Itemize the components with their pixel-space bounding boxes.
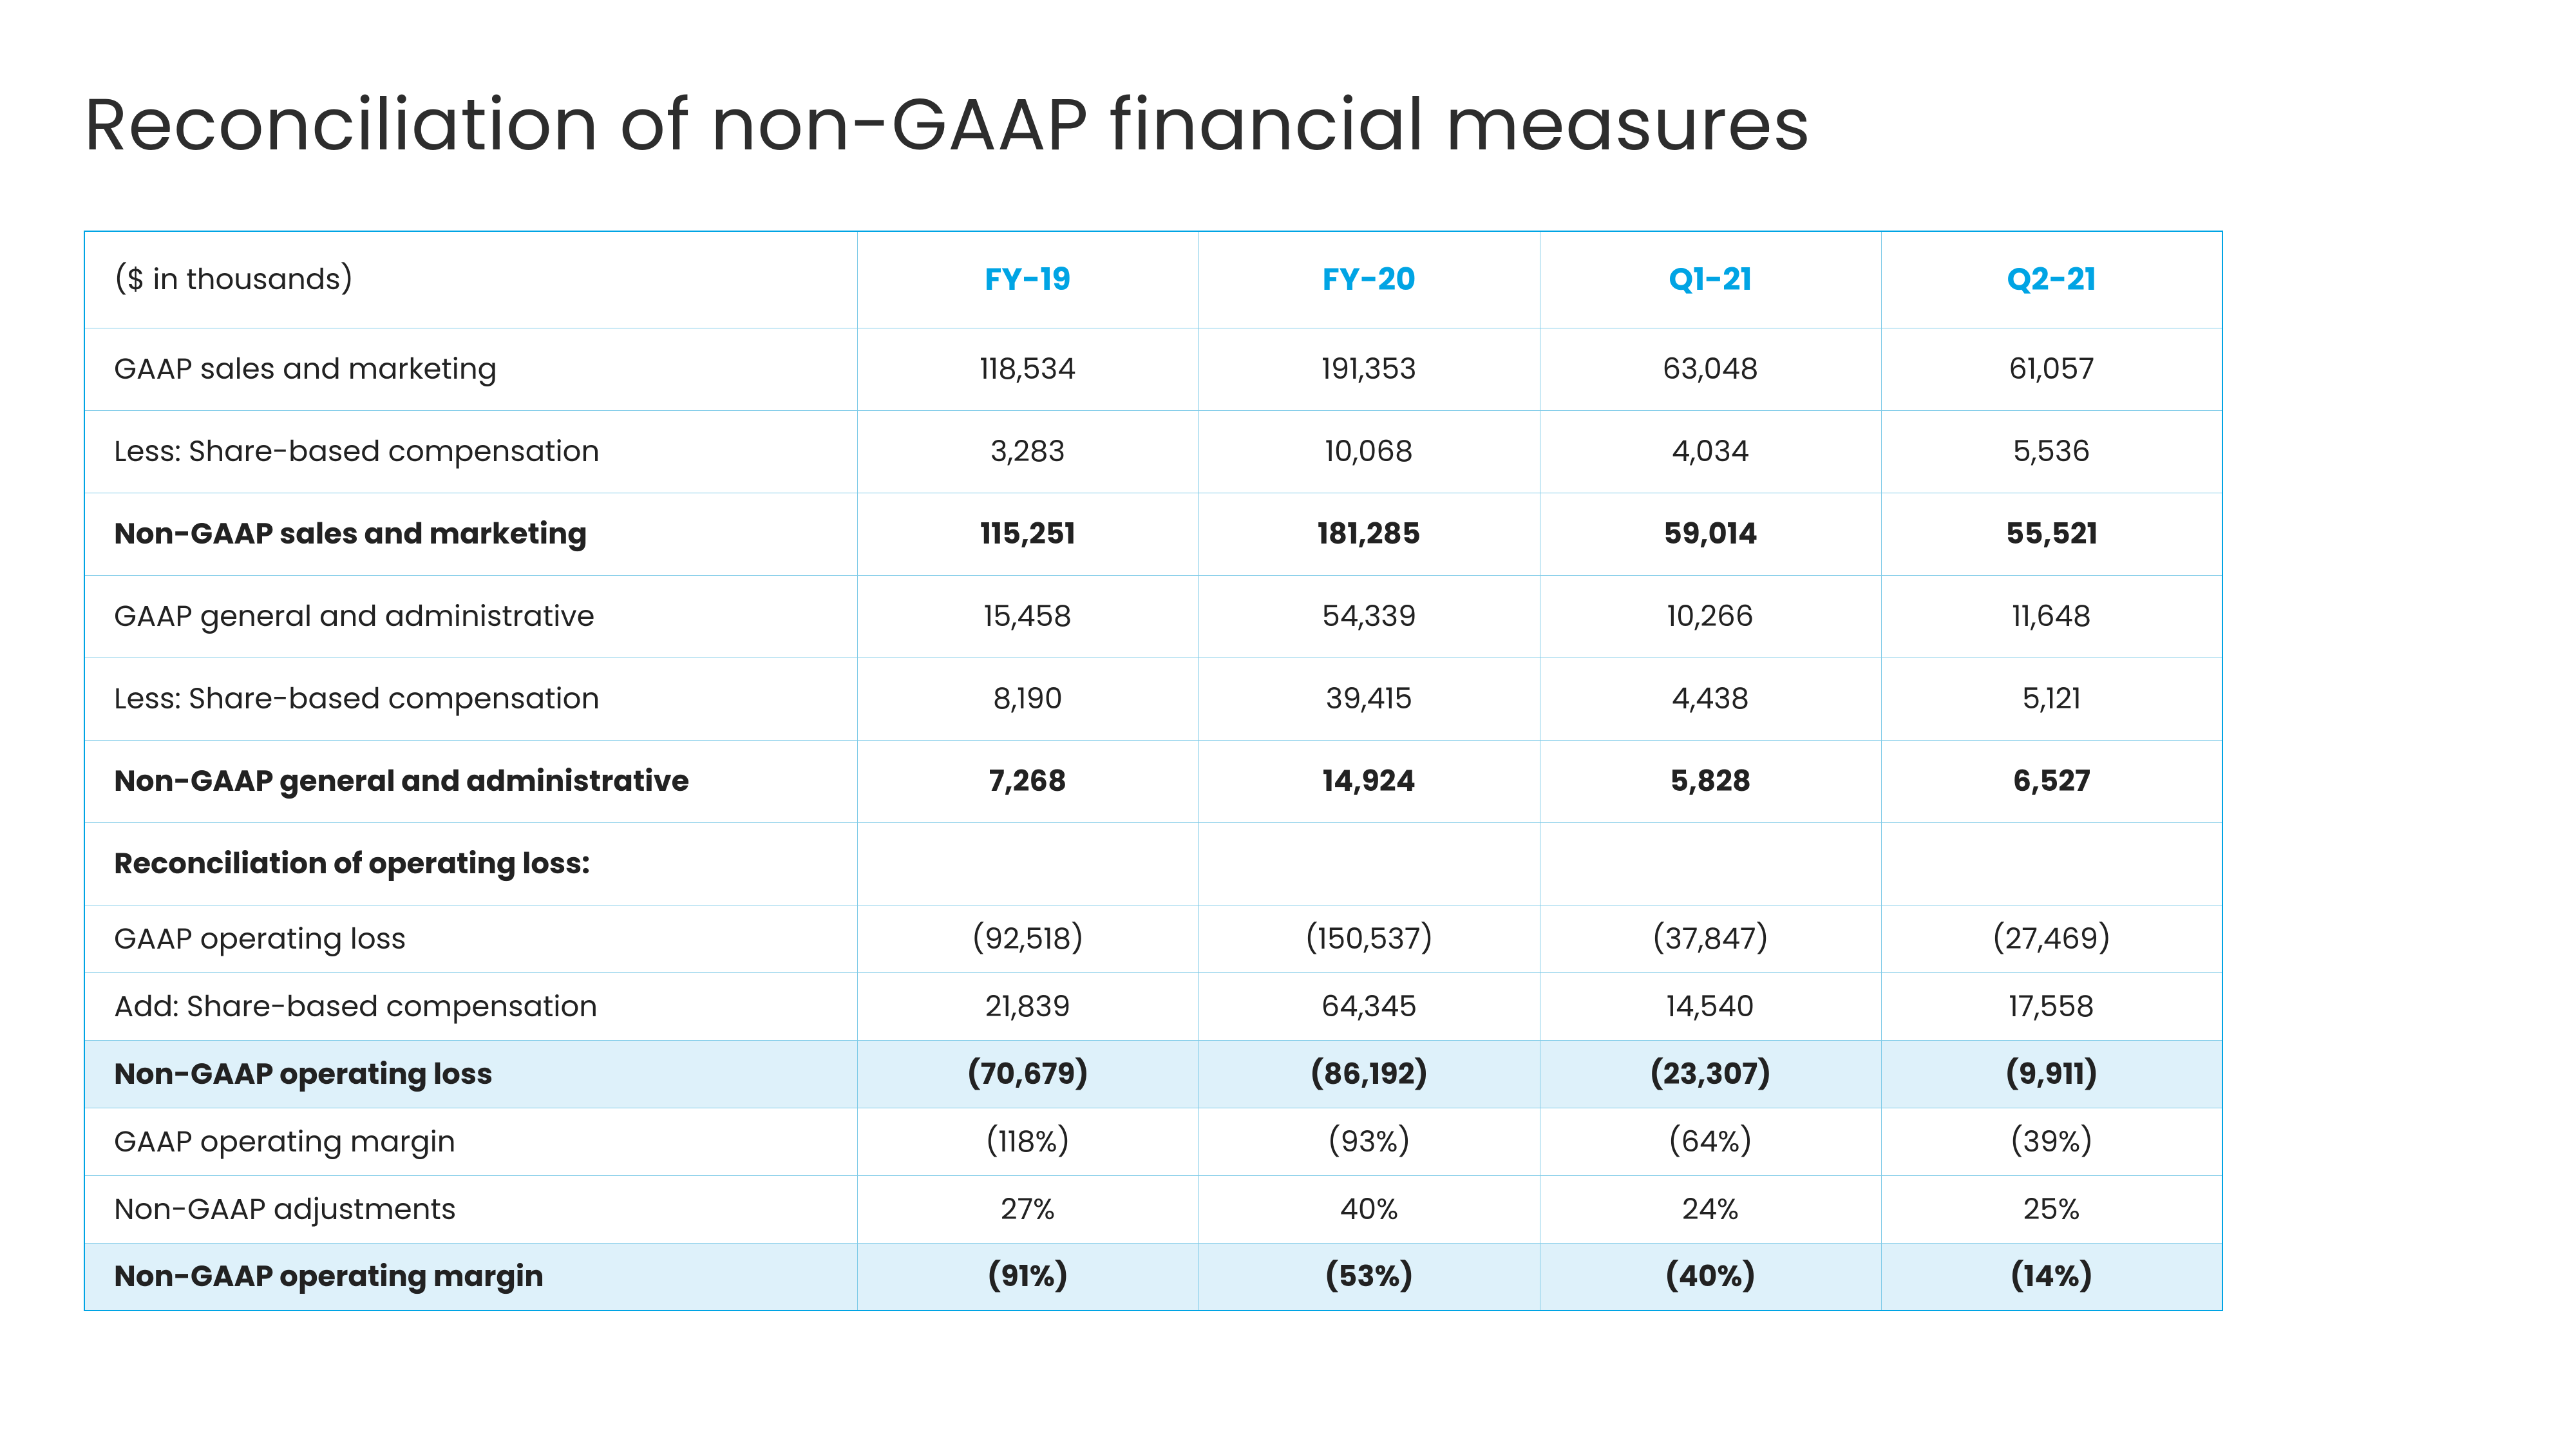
row-value: (93%) [1198,1108,1540,1175]
row-value: 115,251 [857,493,1198,575]
row-label: Non-GAAP adjustments [84,1175,857,1243]
col-header-q121: Q1-21 [1540,231,1881,328]
col-header-fy19: FY-19 [857,231,1198,328]
slide: Reconciliation of non-GAAP financial mea… [0,0,2576,1449]
row-label: Non-GAAP general and administrative [84,740,857,822]
row-value: 63,048 [1540,328,1881,410]
row-label: Add: Share-based compensation [84,972,857,1040]
row-value: 54,339 [1198,575,1540,658]
row-value: 15,458 [857,575,1198,658]
table-row: Less: Share-based compensation8,19039,41… [84,658,2222,740]
row-value: (37,847) [1540,905,1881,972]
row-value [1198,822,1540,905]
unit-label: ($ in thousands) [84,231,857,328]
row-value: (40%) [1540,1243,1881,1311]
reconciliation-table: ($ in thousands) FY-19 FY-20 Q1-21 Q2-21… [84,231,2223,1311]
table-row: Add: Share-based compensation21,83964,34… [84,972,2222,1040]
row-value: (23,307) [1540,1040,1881,1108]
row-value [857,822,1198,905]
row-value: 14,540 [1540,972,1881,1040]
row-value: 10,266 [1540,575,1881,658]
row-label: Less: Share-based compensation [84,658,857,740]
row-value [1881,822,2222,905]
row-value: 4,034 [1540,410,1881,493]
row-value: 21,839 [857,972,1198,1040]
table-header-row: ($ in thousands) FY-19 FY-20 Q1-21 Q2-21 [84,231,2222,328]
row-value: 40% [1198,1175,1540,1243]
row-value [1540,822,1881,905]
row-value: (9,911) [1881,1040,2222,1108]
row-value: (64%) [1540,1108,1881,1175]
row-value: (14%) [1881,1243,2222,1311]
row-value: 24% [1540,1175,1881,1243]
row-value: (27,469) [1881,905,2222,972]
row-value: 64,345 [1198,972,1540,1040]
row-label: Non-GAAP operating loss [84,1040,857,1108]
row-label: GAAP operating loss [84,905,857,972]
row-value: (86,192) [1198,1040,1540,1108]
row-value: 5,121 [1881,658,2222,740]
table-row: GAAP general and administrative15,45854,… [84,575,2222,658]
row-value: 5,536 [1881,410,2222,493]
row-value: 181,285 [1198,493,1540,575]
row-label: GAAP general and administrative [84,575,857,658]
row-value: 14,924 [1198,740,1540,822]
row-value: 61,057 [1881,328,2222,410]
row-value: 59,014 [1540,493,1881,575]
row-value: 191,353 [1198,328,1540,410]
table-row: Non-GAAP operating margin(91%)(53%)(40%)… [84,1243,2222,1311]
row-value: 4,438 [1540,658,1881,740]
table-row: GAAP operating margin(118%)(93%)(64%)(39… [84,1108,2222,1175]
row-value: (53%) [1198,1243,1540,1311]
row-value: 39,415 [1198,658,1540,740]
row-label: GAAP sales and marketing [84,328,857,410]
row-value: (91%) [857,1243,1198,1311]
row-value: 118,534 [857,328,1198,410]
row-value: 3,283 [857,410,1198,493]
row-label: Non-GAAP sales and marketing [84,493,857,575]
table-row: Non-GAAP adjustments27%40%24%25% [84,1175,2222,1243]
row-value: 6,527 [1881,740,2222,822]
col-header-q221: Q2-21 [1881,231,2222,328]
row-value: 5,828 [1540,740,1881,822]
row-label: GAAP operating margin [84,1108,857,1175]
row-value: 7,268 [857,740,1198,822]
table-row: Less: Share-based compensation3,28310,06… [84,410,2222,493]
col-header-fy20: FY-20 [1198,231,1540,328]
table-row: Non-GAAP operating loss(70,679)(86,192)(… [84,1040,2222,1108]
row-value: (39%) [1881,1108,2222,1175]
row-value: 55,521 [1881,493,2222,575]
row-value: 8,190 [857,658,1198,740]
table-row: Non-GAAP general and administrative7,268… [84,740,2222,822]
row-value: (92,518) [857,905,1198,972]
table-row: Non-GAAP sales and marketing115,251181,2… [84,493,2222,575]
row-value: 17,558 [1881,972,2222,1040]
row-label: Less: Share-based compensation [84,410,857,493]
row-value: 10,068 [1198,410,1540,493]
table-row: GAAP operating loss(92,518)(150,537)(37,… [84,905,2222,972]
row-value: (118%) [857,1108,1198,1175]
table-row: Reconciliation of operating loss: [84,822,2222,905]
row-label: Non-GAAP operating margin [84,1243,857,1311]
page-title: Reconciliation of non-GAAP financial mea… [84,71,2492,179]
row-value: 25% [1881,1175,2222,1243]
row-value: (150,537) [1198,905,1540,972]
row-label: Reconciliation of operating loss: [84,822,857,905]
row-value: 27% [857,1175,1198,1243]
row-value: 11,648 [1881,575,2222,658]
row-value: (70,679) [857,1040,1198,1108]
table-row: GAAP sales and marketing118,534191,35363… [84,328,2222,410]
